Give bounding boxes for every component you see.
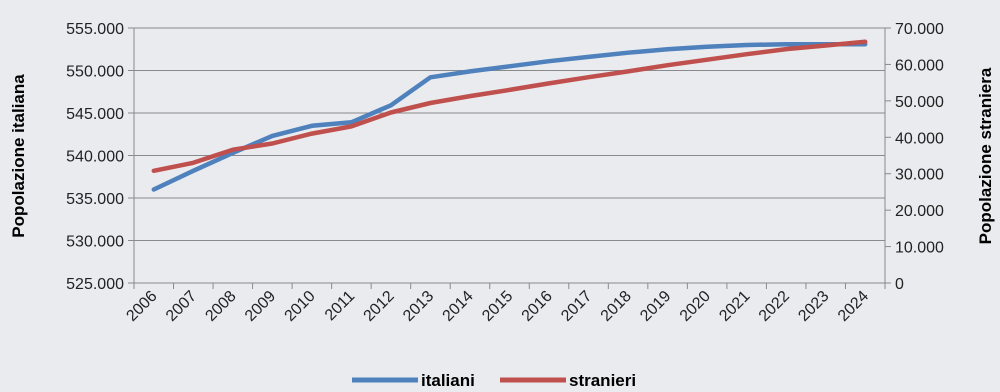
x-tick-label: 2019 <box>637 288 674 325</box>
right-tick-label: 0 <box>895 276 904 293</box>
left-tick-label: 530.000 <box>66 234 124 251</box>
left-tick-label: 555.000 <box>66 21 124 38</box>
right-axis-ticks: 0 10.000 20.000 30.000 40.000 50.000 60.000 70.… <box>885 21 944 293</box>
right-axis-title: Popolazione straniera <box>976 67 995 244</box>
gridlines <box>134 27 885 284</box>
left-axis-ticks: 525.000 530.000 535.000 540.000 545.000 550.0… <box>66 21 134 293</box>
left-tick-label: 535.000 <box>66 191 124 208</box>
x-tick-label: 2018 <box>598 288 635 325</box>
right-tick-label: 20.000 <box>895 203 944 220</box>
x-tick-label: 2011 <box>322 288 358 324</box>
right-tick-label: 60.000 <box>895 57 944 74</box>
x-tick-label: 2015 <box>479 288 516 325</box>
series-line-stranieri <box>151 39 868 174</box>
right-tick-label: 50.000 <box>895 94 944 111</box>
left-tick-label: 550.000 <box>66 64 124 81</box>
x-tick-label: 2021 <box>716 288 753 325</box>
x-axis-ticks: 2006 2007 2008 2009 2010 2011 2012 2013 2014 2015… <box>123 283 886 325</box>
legend: italiani stranieri <box>352 371 636 390</box>
right-tick-label: 70.000 <box>895 21 944 38</box>
x-tick-label: 2023 <box>795 288 832 325</box>
x-tick-label: 2020 <box>677 288 714 325</box>
series-lines <box>151 39 868 192</box>
x-tick-label: 2017 <box>558 288 595 325</box>
left-axis-title: Popolazione italiana <box>9 74 28 238</box>
x-tick-label: 2008 <box>202 288 239 325</box>
x-tick-label: 2010 <box>282 288 319 325</box>
legend-label-italiani: italiani <box>421 371 475 390</box>
series-line-italiani <box>151 41 868 192</box>
right-tick-label: 10.000 <box>895 240 944 257</box>
x-tick-label: 2007 <box>163 288 200 325</box>
right-tick-label: 30.000 <box>895 167 944 184</box>
right-tick-label: 40.000 <box>895 130 944 147</box>
legend-label-stranieri: stranieri <box>569 371 636 390</box>
x-tick-label: 2006 <box>123 288 160 325</box>
x-tick-label: 2016 <box>519 288 556 325</box>
x-tick-label: 2013 <box>400 288 437 325</box>
x-tick-label: 2024 <box>835 288 872 325</box>
x-tick-label: 2022 <box>756 288 793 325</box>
left-tick-label: 540.000 <box>66 149 124 166</box>
x-tick-label: 2014 <box>440 288 477 325</box>
x-tick-label: 2009 <box>242 288 279 325</box>
left-tick-label: 525.000 <box>66 276 124 293</box>
left-tick-label: 545.000 <box>66 106 124 123</box>
x-tick-label: 2012 <box>361 288 398 325</box>
